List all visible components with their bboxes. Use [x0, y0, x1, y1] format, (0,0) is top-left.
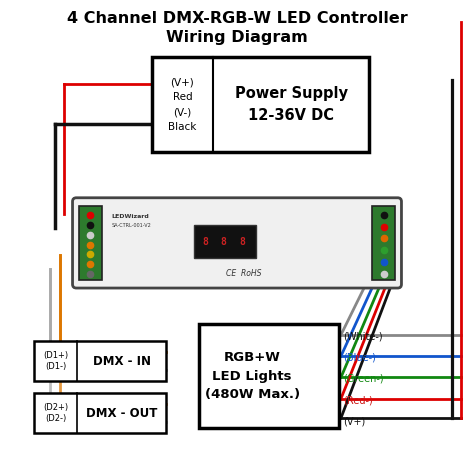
Bar: [194, 225, 256, 258]
Bar: [199, 324, 338, 428]
Text: (D2+)
(D2-): (D2+) (D2-): [43, 402, 68, 423]
Text: 8: 8: [240, 237, 246, 247]
Bar: [34, 341, 166, 381]
Text: DMX - OUT: DMX - OUT: [86, 407, 157, 419]
Text: RGB+W
LED Lights
(480W Max.): RGB+W LED Lights (480W Max.): [205, 351, 300, 401]
Text: 8: 8: [202, 237, 208, 247]
Text: (Blue-): (Blue-): [343, 353, 376, 363]
Bar: [79, 206, 102, 280]
Text: (D1+)
(D1-): (D1+) (D1-): [43, 351, 68, 372]
Text: (V+)
Red
(V-)
Black: (V+) Red (V-) Black: [168, 77, 197, 132]
Bar: [372, 206, 395, 280]
Text: (Green-): (Green-): [343, 374, 384, 384]
Text: (Red-): (Red-): [343, 395, 373, 405]
Text: SA-CTRL-001-V2: SA-CTRL-001-V2: [112, 223, 152, 228]
Text: DMX - IN: DMX - IN: [93, 355, 151, 367]
Text: CE  RoHS: CE RoHS: [226, 269, 261, 278]
Bar: [152, 57, 369, 152]
Text: (White-): (White-): [343, 331, 383, 341]
Text: Power Supply
12-36V DC: Power Supply 12-36V DC: [235, 86, 347, 123]
Text: 8: 8: [221, 237, 227, 247]
Text: LEDWizard: LEDWizard: [112, 214, 149, 219]
FancyBboxPatch shape: [73, 198, 401, 288]
Text: (V+): (V+): [343, 416, 365, 426]
Bar: [34, 393, 166, 433]
Text: 4 Channel DMX-RGB-W LED Controller: 4 Channel DMX-RGB-W LED Controller: [67, 11, 407, 26]
Text: Wiring Diagram: Wiring Diagram: [166, 30, 308, 45]
